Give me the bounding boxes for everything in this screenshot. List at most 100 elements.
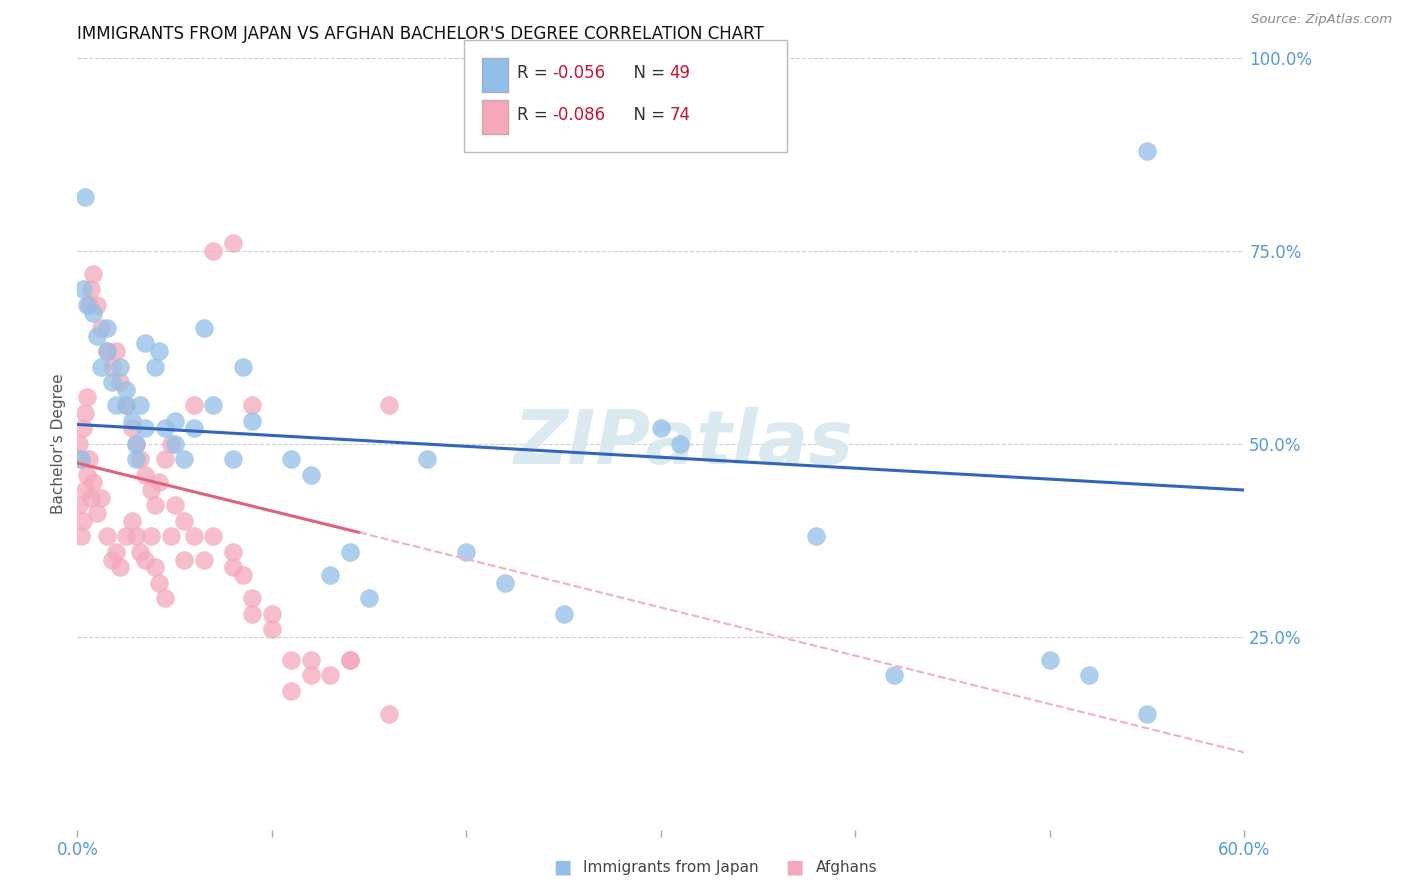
Text: Source: ZipAtlas.com: Source: ZipAtlas.com [1251, 13, 1392, 27]
Point [77, 298, 100, 312]
Point [319, 568, 342, 582]
Point [339, 653, 361, 667]
Point [339, 545, 361, 559]
Point [148, 344, 170, 359]
Point [242, 398, 264, 412]
Point [76, 467, 98, 482]
Point [101, 375, 124, 389]
Point [82, 475, 104, 490]
Point [121, 421, 143, 435]
Point [299, 653, 322, 667]
Point [416, 452, 439, 467]
Point [72, 514, 94, 528]
Point [183, 421, 205, 435]
Point [163, 499, 186, 513]
Point [124, 436, 148, 450]
Point [86, 298, 108, 312]
Point [143, 499, 166, 513]
Point [141, 529, 163, 543]
Text: 49: 49 [669, 64, 690, 82]
Point [124, 436, 148, 450]
Point [650, 421, 672, 435]
Point [456, 545, 478, 559]
Point [280, 653, 302, 667]
Point [96, 321, 118, 335]
Point [134, 336, 156, 351]
Point [76, 298, 98, 312]
Point [299, 668, 322, 682]
Point [90, 491, 112, 505]
Text: N =: N = [623, 64, 671, 82]
Point [124, 452, 148, 467]
Point [101, 552, 124, 566]
Point [124, 529, 148, 543]
Point [163, 414, 186, 428]
Point [134, 421, 156, 435]
Point [148, 475, 170, 490]
Point [105, 398, 128, 412]
Point [96, 344, 118, 359]
Text: 74: 74 [669, 106, 690, 124]
Y-axis label: Bachelor's Degree: Bachelor's Degree [51, 374, 66, 514]
Point [67, 499, 90, 513]
Point [141, 483, 163, 497]
Point [280, 683, 302, 698]
Point [80, 491, 103, 505]
Point [75, 190, 97, 204]
Point [222, 560, 245, 574]
Point [82, 267, 104, 281]
Point [90, 321, 112, 335]
Point [115, 398, 138, 412]
Point [202, 529, 225, 543]
Point [242, 591, 264, 605]
Point [70, 529, 93, 543]
Point [72, 421, 94, 435]
Point [75, 406, 97, 420]
Point [553, 607, 575, 621]
Point [260, 622, 283, 636]
Point [357, 591, 380, 605]
Point [319, 668, 342, 682]
Point [377, 398, 399, 412]
Point [222, 545, 245, 559]
Text: N =: N = [623, 106, 671, 124]
Point [115, 529, 138, 543]
Point [153, 591, 176, 605]
Text: Immigrants from Japan: Immigrants from Japan [583, 860, 759, 874]
Point [67, 436, 90, 450]
Point [105, 545, 128, 559]
Text: R =: R = [517, 64, 554, 82]
Point [143, 359, 166, 374]
Point [90, 359, 112, 374]
Point [108, 560, 131, 574]
Point [153, 452, 176, 467]
Point [96, 529, 118, 543]
Text: ■: ■ [553, 857, 572, 877]
Point [1039, 653, 1062, 667]
Point [280, 452, 302, 467]
Point [159, 436, 181, 450]
Point [242, 607, 264, 621]
Point [669, 436, 692, 450]
Point [222, 452, 245, 467]
Point [128, 398, 150, 412]
Point [299, 467, 322, 482]
Point [339, 653, 361, 667]
Point [105, 344, 128, 359]
Point [173, 552, 195, 566]
Point [76, 391, 98, 405]
Point [806, 529, 828, 543]
Point [108, 359, 131, 374]
Point [183, 529, 205, 543]
Point [134, 552, 156, 566]
Point [72, 282, 94, 296]
Point [115, 398, 138, 412]
Point [202, 244, 225, 258]
Point [115, 383, 138, 397]
Point [193, 552, 215, 566]
Point [75, 483, 97, 497]
Point [183, 398, 205, 412]
Point [202, 398, 225, 412]
Point [159, 529, 181, 543]
Point [96, 344, 118, 359]
